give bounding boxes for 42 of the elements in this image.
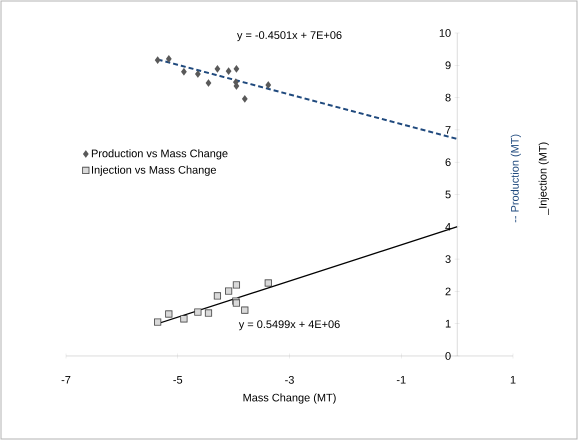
point [195,70,201,78]
point [226,68,232,75]
point [206,79,212,87]
y-tick-label: 9 [446,61,451,70]
point [264,279,272,287]
point [204,309,212,317]
x-tick-label: -5 [173,376,182,384]
text: _Injection (MT) [538,142,549,216]
x-tick-label: 1 [510,376,516,384]
y-tick-label: 7 [446,126,451,134]
x-tick-label: -1 [396,376,406,384]
y-tick-label: 6 [446,158,451,166]
y-tick-label: 2 [446,288,451,296]
y-tick-label: 3 [445,255,451,263]
x-tick-label: -3 [285,376,294,384]
point [241,306,248,314]
y-tick-label: 0 [445,352,451,360]
point [242,95,248,102]
legend-label: Production vs Mass Change [92,149,228,160]
point [180,315,188,322]
point [194,308,202,316]
annotation: y = -0.4501x + 7E+06 [236,31,342,42]
point [234,65,240,72]
point [154,56,160,64]
point [225,287,232,295]
x-axis-title: Mass Change (MT) [244,393,336,404]
point [265,81,272,89]
point [232,281,240,289]
legend-label: Injection vs Mass Change [92,166,216,176]
annotation: y = 0.5499x + 4E+06 [238,320,340,330]
point [214,292,222,300]
point [154,318,162,326]
point [214,65,220,72]
y-tick-label: 5 [445,190,451,198]
point [181,68,187,76]
y-axis-title: -- Production (MT) [510,134,521,222]
x-tick-label: -7 [62,376,70,384]
y-tick-label: 8 [445,94,451,102]
point [166,55,172,62]
y-tick-label: 10 [440,29,451,37]
point [165,310,172,318]
y-tick-label: 1 [446,320,451,328]
